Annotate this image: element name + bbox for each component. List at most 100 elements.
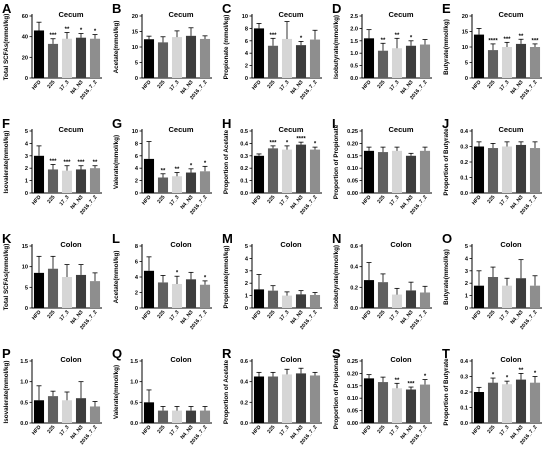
x-tick-label: 225 — [156, 194, 166, 205]
y-tick-label: 0.20 — [347, 141, 358, 147]
bar-17_3 — [501, 146, 513, 193]
bar-225 — [377, 50, 389, 78]
y-axis-label: Propionate(mmol/kg) — [223, 246, 230, 309]
y-axis-label: Total SCFAs(mmol/kg) — [3, 14, 10, 81]
bar-225 — [377, 152, 389, 193]
y-tick-label: 1 — [465, 294, 468, 300]
panel-title: Colon — [60, 355, 82, 364]
bar-17_3 — [61, 400, 73, 423]
bar-225 — [487, 382, 499, 423]
y-tick-label: 0 — [245, 76, 248, 82]
x-tick-label: HFD — [251, 309, 263, 321]
y-tick-label: 10 — [132, 45, 138, 51]
significance-mark: ** — [395, 378, 400, 384]
y-tick-label: 1.0 — [20, 380, 28, 386]
y-tick-label: 0.5 — [20, 400, 28, 406]
y-axis-label: Proportion of Butyrate — [443, 128, 450, 196]
bar-HFD — [33, 272, 45, 308]
y-tick-label: 6 — [245, 39, 248, 45]
y-axis-label: Total SCFAs(mmol/kg) — [3, 244, 10, 311]
y-tick-label: 0.4 — [460, 359, 469, 365]
panel-C: C Cecum Propionate (mmol/kg) 0 2 4 6 8 10 HFD *** 2… — [222, 1, 322, 101]
y-tick-label: 0.15 — [347, 384, 358, 390]
bar-N4_N3 — [405, 389, 417, 423]
bar-N4_N3 — [405, 290, 417, 308]
significance-mark: *** — [49, 33, 57, 39]
bar-2016_7_2 — [89, 406, 101, 423]
y-tick-label: 0.5 — [240, 129, 248, 135]
y-tick-label: 2 — [135, 291, 138, 297]
x-tick-label: HFD — [251, 79, 263, 91]
y-tick-label: 0.10 — [347, 396, 358, 402]
bar-N4_N3 — [405, 155, 417, 193]
y-tick-label: 6 — [135, 260, 138, 266]
y-axis-label: Proportion of Acetate — [223, 359, 230, 424]
x-tick-label: 17_3 — [279, 309, 291, 322]
panel-title: Colon — [170, 240, 192, 249]
bar-N4_N3 — [515, 43, 527, 78]
x-tick-label: 225 — [376, 424, 386, 435]
y-tick-label: 8 — [135, 141, 138, 147]
panel-label: G — [112, 116, 122, 131]
significance-mark: *** — [407, 382, 415, 388]
x-tick-label: HFD — [471, 79, 483, 91]
x-tick-label: 225 — [266, 424, 276, 435]
bar-HFD — [143, 402, 155, 423]
y-tick-label: 60 — [22, 14, 28, 20]
panel-title: Cecum — [388, 125, 413, 134]
bar-17_3 — [391, 388, 403, 423]
y-tick-label: 2 — [245, 64, 248, 70]
x-tick-label: 225 — [156, 79, 166, 90]
y-tick-label: 20 — [22, 55, 28, 61]
x-tick-label: 17_3 — [389, 194, 401, 207]
x-tick-label: 17_3 — [499, 194, 511, 207]
y-tick-label: 10 — [22, 265, 28, 271]
panel-H: H Cecum Proportion of Acetate 0.0 0.1 0.2 0.3 0… — [222, 116, 322, 216]
y-tick-label: 0.4 — [240, 380, 249, 386]
panel-label: D — [332, 1, 341, 16]
y-axis-label: Isovalerate(mmol/kg) — [3, 361, 10, 424]
y-tick-label: 0.3 — [460, 375, 468, 381]
y-tick-label: 15 — [132, 30, 138, 36]
x-tick-label: 225 — [486, 309, 496, 320]
bar-HFD — [143, 158, 155, 193]
bar-HFD — [363, 150, 375, 193]
bar-HFD — [253, 289, 265, 308]
panel-G: G CecumValerate(mmol/kg)0246810HFD**225**… — [112, 116, 212, 216]
panel-label: N — [332, 231, 341, 246]
bar-N4_N3 — [75, 37, 87, 78]
bar-N4_N3 — [515, 144, 527, 193]
significance-mark: * — [204, 275, 207, 281]
y-tick-label: 4 — [245, 256, 249, 262]
x-tick-label: 17_3 — [59, 194, 71, 207]
y-tick-label: 15 — [22, 244, 28, 250]
y-tick-label: 2 — [25, 166, 28, 172]
x-tick-label: 17_3 — [169, 309, 181, 322]
x-tick-label: 17_3 — [389, 309, 401, 322]
bar-2016_7_2 — [89, 281, 101, 308]
x-tick-label: HFD — [141, 424, 153, 436]
bar-2016_7_2 — [419, 384, 431, 423]
bar-225 — [267, 290, 279, 308]
y-tick-label: 0.25 — [347, 129, 358, 135]
y-tick-label: 1.5 — [20, 359, 28, 365]
bar-2016_7_2 — [199, 284, 211, 308]
bar-HFD — [363, 378, 375, 423]
bar-225 — [157, 42, 169, 78]
y-tick-label: 0.2 — [350, 285, 358, 291]
bar-17_3 — [391, 150, 403, 193]
significance-mark: * — [204, 161, 207, 167]
y-tick-label: 0.4 — [240, 141, 249, 147]
panel-title: Cecum — [168, 10, 193, 19]
bar-N4_N3 — [405, 45, 417, 78]
x-tick-label: 17_3 — [499, 309, 511, 322]
bar-HFD — [363, 38, 375, 78]
significance-mark: ** — [381, 38, 386, 44]
y-tick-label: 0 — [25, 306, 28, 312]
bar-2016_7_2 — [529, 285, 541, 308]
x-tick-label: 225 — [376, 194, 386, 205]
y-tick-label: 0 — [135, 191, 138, 197]
